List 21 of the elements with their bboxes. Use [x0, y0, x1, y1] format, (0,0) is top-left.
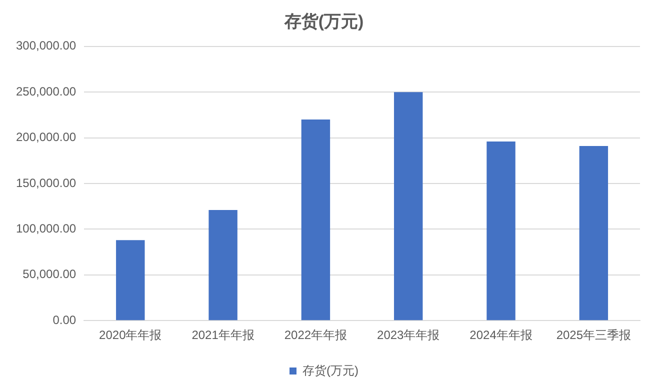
chart-title: 存货(万元): [283, 12, 364, 31]
bar: [486, 141, 516, 320]
legend-label: 存货(万元): [302, 363, 359, 378]
bar: [301, 120, 330, 320]
bar: [116, 240, 145, 320]
bar: [208, 210, 238, 320]
y-tick-label: 300,000.00: [16, 38, 76, 53]
x-tick-label: 2021年年报: [192, 328, 254, 342]
bar: [579, 146, 608, 320]
y-tick-label: 100,000.00: [16, 222, 76, 236]
y-tick-label: 200,000.00: [16, 130, 76, 144]
y-tick-label: 250,000.00: [16, 84, 76, 98]
y-tick-label: 0.00: [52, 312, 76, 327]
x-tick-label: 2020年年报: [99, 328, 162, 342]
y-tick-label: 50,000.00: [22, 267, 76, 282]
x-tick-label: 2022年年报: [284, 328, 348, 342]
y-tick-label: 150,000.00: [16, 176, 76, 190]
x-tick-label: 2023年年报: [377, 328, 440, 342]
x-tick-label: 2025年三季报: [556, 328, 632, 342]
x-tick-label: 2024年年报: [470, 328, 532, 342]
bar: [394, 92, 423, 320]
